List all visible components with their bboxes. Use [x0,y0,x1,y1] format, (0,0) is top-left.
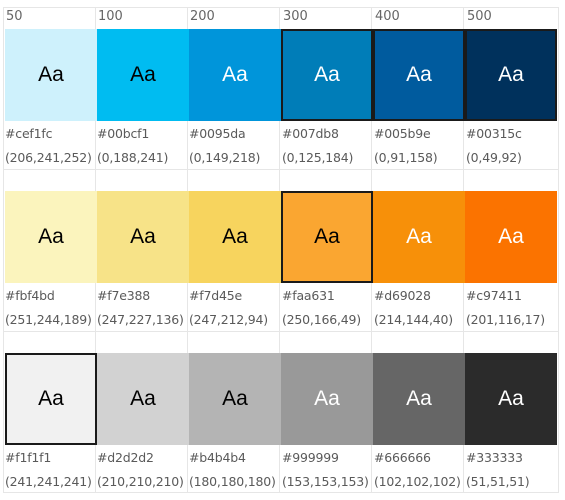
color-swatch[interactable]: Aa [97,191,189,283]
hex-label: #d69028 [374,288,431,303]
color-swatch[interactable]: Aa [373,353,465,445]
swatch-sample-text: Aa [498,387,524,410]
rgb-label: (180,180,180) [189,474,276,489]
swatch-sample-text: Aa [130,225,156,248]
color-swatch[interactable]: Aa [281,353,373,445]
rgb-label: (210,210,210) [97,474,184,489]
rgb-label: (251,244,189) [5,312,92,327]
color-swatch[interactable]: Aa [465,29,557,121]
rgb-label: (0,149,218) [189,150,261,165]
swatch-sample-text: Aa [406,387,432,410]
grid-line [3,7,4,493]
swatch-sample-text: Aa [130,387,156,410]
swatch-sample-text: Aa [314,225,340,248]
hex-label: #faa631 [282,288,335,303]
hex-label: #666666 [374,450,431,465]
swatch-sample-text: Aa [222,225,248,248]
swatch-sample-text: Aa [498,225,524,248]
rgb-label: (0,188,241) [97,150,169,165]
color-swatch[interactable]: Aa [189,353,281,445]
rgb-label: (0,49,92) [466,150,522,165]
rgb-label: (250,166,49) [282,312,361,327]
color-swatch[interactable]: Aa [5,191,97,283]
rgb-label: (247,227,136) [97,312,184,327]
color-swatch[interactable]: Aa [189,191,281,283]
color-swatch[interactable]: Aa [465,191,557,283]
rgb-label: (247,212,94) [189,312,268,327]
color-swatch[interactable]: Aa [465,353,557,445]
color-swatch[interactable]: Aa [373,191,465,283]
column-header-300: 300 [283,9,308,24]
hex-label: #d2d2d2 [97,450,154,465]
hex-label: #c97411 [466,288,522,303]
hex-label: #005b9e [374,126,431,141]
grid-line [558,7,559,493]
grid-line [3,331,559,332]
swatch-sample-text: Aa [130,63,156,86]
rgb-label: (102,102,102) [374,474,461,489]
color-swatch[interactable]: Aa [97,353,189,445]
color-swatch[interactable]: Aa [281,29,373,121]
rgb-label: (51,51,51) [466,474,530,489]
swatch-sample-text: Aa [406,63,432,86]
color-swatch[interactable]: Aa [373,29,465,121]
hex-label: #333333 [466,450,523,465]
swatch-sample-text: Aa [406,225,432,248]
column-header-400: 400 [375,9,400,24]
column-header-100: 100 [98,9,123,24]
grid-line [3,492,559,493]
hex-label: #fbf4bd [5,288,55,303]
rgb-label: (214,144,40) [374,312,453,327]
hex-label: #f7e388 [97,288,150,303]
hex-label: #999999 [282,450,339,465]
grid-line [3,169,559,170]
hex-label: #cef1fc [5,126,53,141]
hex-label: #00315c [466,126,522,141]
color-swatch[interactable]: Aa [97,29,189,121]
rgb-label: (241,241,241) [5,474,92,489]
hex-label: #f7d45e [189,288,242,303]
column-header-500: 500 [467,9,492,24]
hex-label: #007db8 [282,126,339,141]
rgb-label: (0,91,158) [374,150,438,165]
hex-label: #0095da [189,126,246,141]
color-swatch[interactable]: Aa [5,353,97,445]
swatch-sample-text: Aa [314,63,340,86]
swatch-sample-text: Aa [314,387,340,410]
color-swatch[interactable]: Aa [5,29,97,121]
color-swatch[interactable]: Aa [281,191,373,283]
grid-line [3,7,559,8]
rgb-label: (0,125,184) [282,150,354,165]
swatch-sample-text: Aa [38,63,64,86]
color-swatch[interactable]: Aa [189,29,281,121]
rgb-label: (201,116,17) [466,312,545,327]
column-header-50: 50 [6,9,23,24]
swatch-sample-text: Aa [222,387,248,410]
swatch-sample-text: Aa [222,63,248,86]
swatch-sample-text: Aa [38,387,64,410]
rgb-label: (153,153,153) [282,474,369,489]
hex-label: #00bcf1 [97,126,150,141]
swatch-sample-text: Aa [498,63,524,86]
hex-label: #f1f1f1 [5,450,52,465]
column-header-200: 200 [190,9,215,24]
swatch-sample-text: Aa [38,225,64,248]
rgb-label: (206,241,252) [5,150,92,165]
hex-label: #b4b4b4 [189,450,246,465]
